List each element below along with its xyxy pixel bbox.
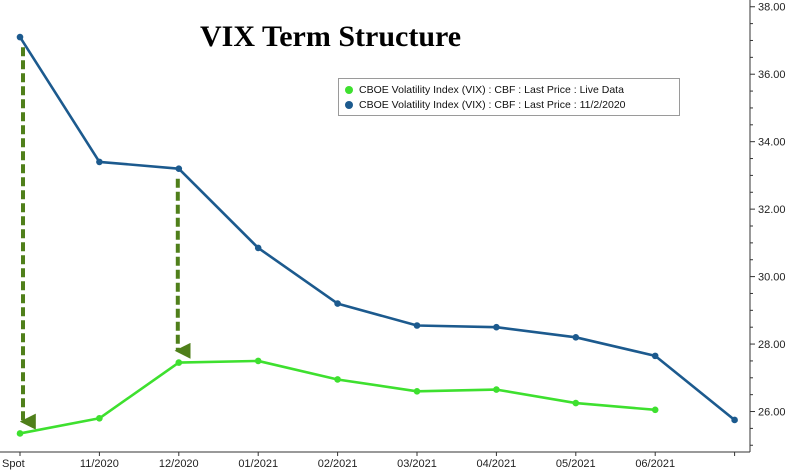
x-tick-label: Spot bbox=[2, 458, 25, 470]
data-point-historical bbox=[16, 33, 24, 41]
y-tick-label: 34.00 bbox=[758, 137, 786, 149]
data-point-live bbox=[651, 406, 659, 414]
data-point-live bbox=[413, 387, 421, 395]
data-point-live bbox=[175, 359, 183, 366]
series-layer bbox=[16, 33, 738, 437]
y-tick-label: 30.00 bbox=[758, 272, 786, 284]
data-point-live bbox=[254, 357, 262, 365]
y-tick-label: 36.00 bbox=[758, 69, 786, 81]
x-tick-label: 02/2021 bbox=[318, 458, 358, 470]
legend-swatch-live bbox=[345, 85, 353, 94]
chart-legend: CBOE Volatility Index (VIX) : CBF : Last… bbox=[338, 78, 680, 116]
y-tick-label: 26.00 bbox=[758, 407, 786, 419]
data-point-historical bbox=[493, 323, 500, 331]
y-tick-label: 32.00 bbox=[758, 204, 786, 216]
data-point-historical bbox=[651, 352, 659, 360]
data-point-historical bbox=[413, 322, 421, 329]
legend-label-historical: CBOE Volatility Index (VIX) : CBF : Last… bbox=[359, 98, 626, 111]
data-point-live bbox=[334, 376, 341, 383]
data-point-historical bbox=[731, 416, 738, 424]
x-tick-label: 01/2021 bbox=[238, 458, 278, 470]
annotation-arrows bbox=[19, 47, 191, 430]
data-point-historical bbox=[96, 158, 103, 166]
series-line-historical bbox=[18, 36, 736, 421]
series-line-live bbox=[19, 359, 656, 435]
data-point-historical bbox=[254, 244, 262, 252]
data-point-live bbox=[96, 414, 103, 422]
x-tick-label: 05/2021 bbox=[556, 458, 596, 470]
legend-swatch-historical bbox=[345, 100, 353, 109]
legend-item-live: CBOE Volatility Index (VIX) : CBF : Last… bbox=[345, 82, 673, 97]
legend-item-historical: CBOE Volatility Index (VIX) : CBF : Last… bbox=[345, 97, 673, 112]
chart-title: VIX Term Structure bbox=[200, 20, 462, 53]
x-tick-label: 04/2021 bbox=[477, 458, 517, 470]
y-tick-label: 38.00 bbox=[758, 2, 786, 14]
data-point-historical bbox=[572, 334, 580, 341]
x-tick-label: 11/2020 bbox=[80, 458, 119, 470]
data-point-live bbox=[493, 386, 500, 393]
data-point-live bbox=[16, 430, 24, 437]
data-point-historical bbox=[175, 165, 183, 172]
x-tick-label: 06/2021 bbox=[635, 458, 675, 470]
data-point-live bbox=[572, 399, 580, 407]
x-tick-label: 03/2021 bbox=[397, 458, 437, 470]
x-tick-label: 12/2020 bbox=[159, 458, 199, 470]
legend-label-live: CBOE Volatility Index (VIX) : CBF : Last… bbox=[359, 83, 624, 96]
data-point-historical bbox=[334, 300, 341, 307]
y-tick-label: 28.00 bbox=[758, 339, 786, 351]
